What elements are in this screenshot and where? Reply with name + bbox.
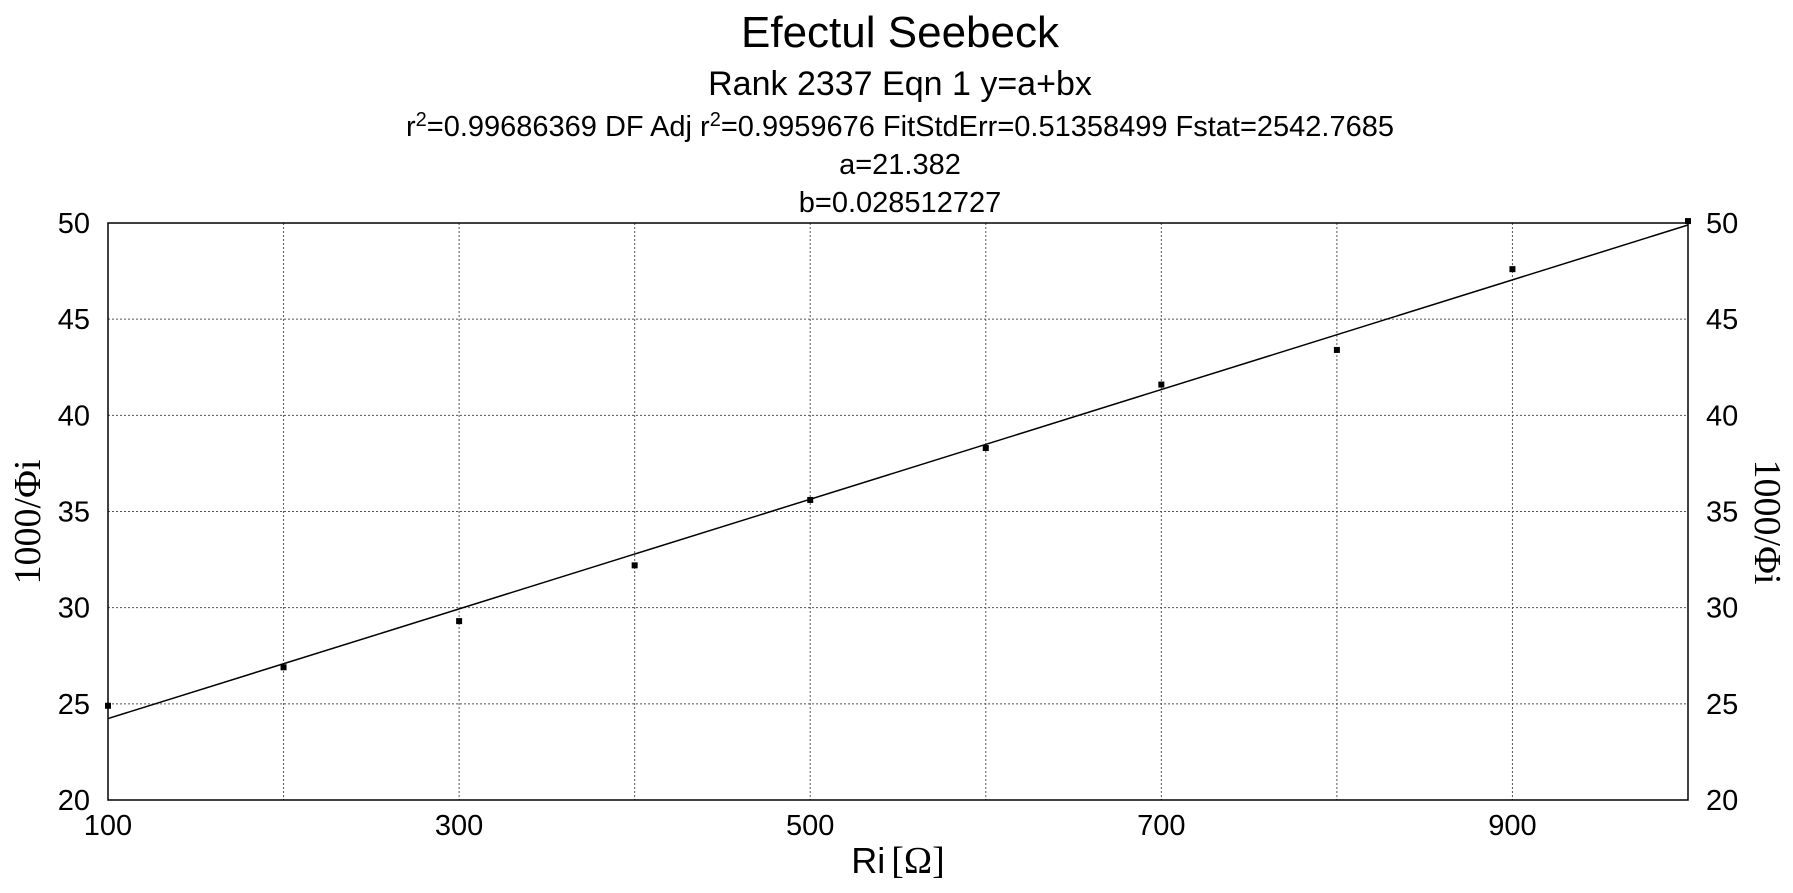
data-point	[1509, 266, 1516, 273]
y-tick-label-right: 50	[1706, 208, 1738, 240]
param-a: a=21.382	[839, 149, 961, 181]
data-point	[807, 496, 814, 503]
y-tick-label-right: 20	[1706, 785, 1738, 817]
chart-title: Efectul Seebeck	[741, 8, 1060, 57]
data-point	[280, 664, 287, 671]
y-axis-label-right: 1000/Φi	[1746, 460, 1788, 585]
y-tick-label-left: 35	[58, 497, 90, 529]
y-tick-label-left: 45	[58, 304, 90, 336]
y-tick-label-left: 50	[58, 208, 90, 240]
y-tick-label-right: 30	[1706, 593, 1738, 625]
y-tick-labels-right: 20 25 30 35 40 45 50	[1706, 208, 1738, 817]
data-point	[1685, 218, 1691, 225]
plot-frame	[107, 222, 1689, 801]
chart-subtitle: Rank 2337 Eqn 1 y=a+bx	[708, 65, 1092, 103]
fit-line-group	[107, 224, 1689, 720]
x-tick-label: 900	[1488, 810, 1536, 842]
y-tick-label-left: 20	[58, 785, 90, 817]
x-tick-label: 300	[435, 810, 483, 842]
y-tick-label-right: 45	[1706, 304, 1738, 336]
x-tick-label: 500	[786, 810, 834, 842]
grid-lines	[108, 223, 1688, 800]
fit-statistics: r2=0.99686369 DF Adj r2=0.9959676 FitStd…	[406, 109, 1394, 143]
y-tick-label-left: 25	[58, 689, 90, 721]
x-tick-labels: 100 300 500 700 900	[84, 810, 1537, 842]
data-point	[1158, 381, 1165, 388]
x-axis-label: Ri [Ω]	[851, 840, 945, 882]
param-b: b=0.028512727	[799, 187, 1001, 219]
data-point	[456, 618, 463, 625]
data-points	[105, 218, 1691, 709]
y-tick-label-right: 25	[1706, 689, 1738, 721]
y-tick-label-right: 35	[1706, 497, 1738, 529]
y-tick-label-right: 40	[1706, 400, 1738, 432]
data-point	[631, 562, 638, 569]
data-point	[105, 702, 111, 709]
data-point	[982, 445, 989, 452]
y-tick-label-left: 30	[58, 593, 90, 625]
y-tick-labels-left: 20 25 30 35 40 45 50	[58, 208, 90, 817]
x-tick-label: 100	[84, 810, 132, 842]
y-axis-label-left: 1000/Φi	[7, 460, 49, 585]
y-tick-label-left: 40	[58, 400, 90, 432]
x-tick-label: 700	[1137, 810, 1185, 842]
fit-line	[107, 224, 1689, 720]
data-point	[1333, 346, 1340, 353]
